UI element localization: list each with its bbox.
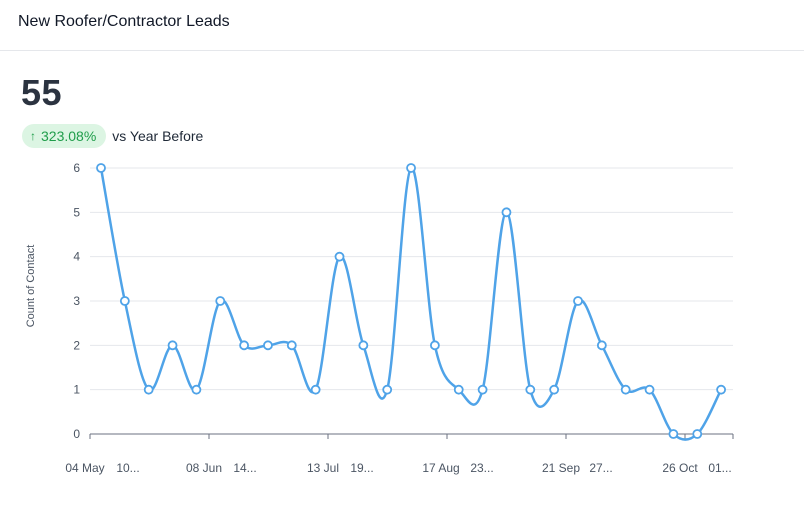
card-header: New Roofer/Contractor Leads — [0, 0, 804, 51]
data-point[interactable] — [215, 296, 226, 306]
data-point[interactable] — [429, 340, 440, 351]
y-tick-label: 0 — [73, 427, 80, 441]
data-point[interactable] — [191, 384, 202, 395]
data-point[interactable] — [477, 384, 488, 395]
data-point[interactable] — [239, 340, 250, 351]
y-tick-label: 6 — [73, 161, 80, 175]
axes — [89, 433, 734, 439]
change-percent: 323.08% — [41, 128, 97, 144]
change-badge: ↑ 323.08% — [22, 124, 107, 148]
x-tick-label: 01... — [708, 461, 731, 475]
x-tick-label: 21 Sep — [542, 461, 580, 475]
x-tick-label: 17 Aug — [422, 461, 459, 475]
data-point[interactable] — [644, 384, 655, 395]
x-tick-label: 27... — [589, 461, 612, 475]
data-point[interactable] — [358, 340, 369, 351]
data-point[interactable] — [596, 340, 607, 351]
y-tick-label: 1 — [73, 383, 80, 397]
x-tick-labels: 04 May 10... 08 Jun 14... 13 Jul 19... 17 Aug 2… — [65, 461, 731, 475]
data-point[interactable] — [668, 429, 679, 439]
data-point[interactable] — [310, 384, 321, 395]
y-tick-label: 4 — [73, 250, 80, 264]
data-point[interactable] — [406, 163, 416, 173]
line-chart: 0 1 2 3 4 5 6 04 May 10... 08 Jun 14... 13 Jul 19..… — [25, 161, 734, 475]
data-point[interactable] — [692, 429, 703, 439]
data-point[interactable] — [334, 251, 345, 262]
data-point[interactable] — [286, 340, 297, 351]
data-point[interactable] — [501, 207, 512, 218]
x-tick-label: 14... — [233, 461, 256, 475]
data-point[interactable] — [573, 296, 583, 306]
y-tick-label: 3 — [73, 294, 80, 308]
data-point[interactable] — [620, 384, 631, 395]
data-point[interactable] — [143, 384, 154, 395]
data-point[interactable] — [525, 384, 536, 395]
x-tick-label: 26 Oct — [662, 461, 698, 475]
x-tick-label: 04 May — [65, 461, 104, 475]
y-tick-labels: 0 1 2 3 4 5 6 — [73, 161, 80, 441]
data-point[interactable] — [382, 384, 393, 395]
data-point[interactable] — [716, 384, 726, 395]
x-tick-label: 08 Jun — [186, 461, 222, 475]
y-axis-label: Count of Contact — [25, 245, 37, 328]
x-tick-label: 10... — [116, 461, 139, 475]
arrow-up-icon: ↑ — [30, 129, 36, 143]
card-title: New Roofer/Contractor Leads — [18, 13, 230, 30]
data-point[interactable] — [453, 384, 464, 395]
x-tick-label: 23... — [470, 461, 493, 475]
data-point[interactable] — [119, 296, 130, 306]
metric-value: 55 — [21, 72, 63, 113]
grid-lines — [90, 167, 733, 391]
series-line — [99, 166, 723, 441]
compare-label: vs Year Before — [112, 128, 204, 144]
change-row: ↑ 323.08% vs Year Before — [22, 124, 203, 148]
data-points — [96, 163, 726, 439]
y-tick-label: 5 — [73, 205, 80, 219]
y-tick-label: 2 — [73, 338, 80, 352]
x-tick-label: 19... — [350, 461, 373, 475]
data-point[interactable] — [96, 163, 106, 173]
x-tick-label: 13 Jul — [307, 461, 339, 475]
data-point[interactable] — [263, 340, 273, 351]
data-point[interactable] — [167, 340, 178, 351]
data-point[interactable] — [549, 384, 560, 395]
